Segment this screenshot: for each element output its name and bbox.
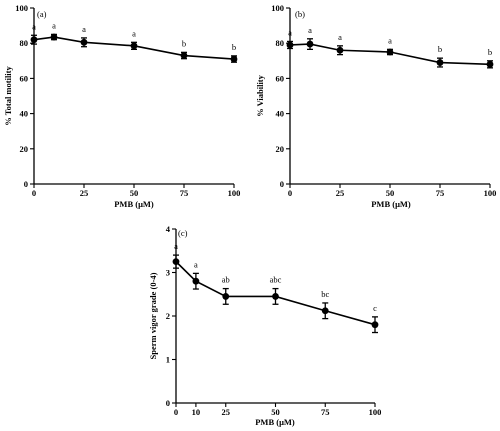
significance-label: b — [438, 44, 442, 54]
data-point — [230, 55, 238, 63]
y-tick-label: 4 — [166, 224, 171, 234]
significance-label: a — [174, 241, 178, 251]
data-point — [436, 59, 444, 66]
panel-label: (c) — [178, 228, 188, 238]
x-tick-label: 75 — [180, 188, 189, 198]
panel-label: (a) — [37, 9, 47, 19]
data-point — [371, 321, 379, 329]
data-point — [306, 40, 314, 48]
y-tick-label: 3 — [166, 268, 170, 278]
data-point — [30, 36, 38, 44]
x-tick-label: 50 — [130, 188, 139, 198]
x-tick-label: 75 — [436, 188, 445, 198]
x-tick-label: 75 — [321, 407, 330, 417]
panel-b-viability: (b) % Viability PMB (μM) 0 20 40 60 80 100 0 25… — [255, 3, 496, 209]
data-point — [172, 258, 180, 266]
x-tick-label: 100 — [228, 188, 241, 198]
y-tick-label: 2 — [166, 311, 170, 321]
x-tick-label: 0 — [288, 188, 292, 198]
significance-label: b — [232, 42, 236, 52]
series-line — [175, 261, 376, 326]
data-point — [272, 293, 279, 300]
y-tick-label: 1 — [166, 355, 170, 365]
x-tick-label: 0 — [32, 188, 36, 198]
significance-label: a — [32, 21, 36, 31]
y-axis-title: Sperm vigor grade (0-4) — [148, 272, 158, 359]
data-point — [222, 293, 230, 300]
data-point — [180, 52, 188, 59]
y-tick-label: 0 — [280, 179, 284, 189]
y-tick-label: 60 — [20, 73, 29, 83]
data-point — [286, 41, 294, 49]
y-tick-label: 40 — [20, 109, 29, 119]
significance-label: a — [52, 20, 56, 30]
y-tick-label: 100 — [271, 3, 284, 13]
significance-label: a — [194, 259, 198, 269]
panel-a-total-motility: (a) % Total motility PMB (μM) 0 20 40 60 80 1… — [3, 3, 240, 209]
x-axis-title: PMB (μM) — [114, 199, 154, 209]
y-tick-label: 0 — [166, 398, 170, 408]
significance-label: a — [338, 32, 342, 42]
significance-label: a — [308, 25, 312, 35]
y-tick-label: 40 — [276, 109, 285, 119]
panel-label: (b) — [295, 9, 305, 19]
y-tick-label: 100 — [15, 3, 28, 13]
significance-label: bc — [321, 289, 329, 299]
significance-label: b — [488, 47, 492, 57]
significance-label: a — [288, 27, 292, 37]
data-point — [386, 48, 394, 56]
x-tick-label: 0 — [174, 407, 178, 417]
x-tick-label: 50 — [271, 407, 280, 417]
data-point — [50, 33, 58, 41]
data-point — [321, 307, 329, 315]
y-tick-label: 20 — [276, 144, 285, 154]
significance-label: b — [182, 38, 186, 48]
y-tick-label: 80 — [276, 38, 285, 48]
x-tick-label: 25 — [80, 188, 89, 198]
x-axis-title: PMB (μM) — [255, 417, 295, 427]
panel-c-sperm-vigor: (c) Sperm vigor grade (0-4) PMB (μM) 0 1 2… — [148, 224, 381, 427]
y-tick-label: 60 — [276, 73, 285, 83]
significance-label: a — [132, 28, 136, 38]
y-tick-label: 20 — [20, 144, 29, 154]
significance-label: abc — [270, 275, 282, 285]
significance-label: a — [388, 35, 392, 45]
significance-label: ab — [222, 275, 230, 285]
x-tick-label: 25 — [222, 407, 231, 417]
data-point — [336, 46, 344, 54]
x-tick-label: 100 — [484, 188, 497, 198]
y-axis-title: % Viability — [255, 74, 265, 117]
x-tick-label: 25 — [336, 188, 345, 198]
y-axis-title: % Total motility — [3, 66, 13, 126]
data-point — [130, 42, 138, 50]
significance-label: a — [82, 24, 86, 34]
data-point — [80, 38, 88, 46]
x-axis-title: PMB (μM) — [371, 199, 411, 209]
significance-label: c — [373, 303, 377, 313]
y-tick-label: 80 — [20, 38, 29, 48]
x-tick-label: 50 — [386, 188, 395, 198]
data-point — [192, 277, 200, 285]
x-tick-label: 10 — [192, 407, 201, 417]
y-tick-label: 0 — [24, 179, 28, 189]
data-point — [486, 60, 494, 68]
x-tick-label: 100 — [369, 407, 382, 417]
